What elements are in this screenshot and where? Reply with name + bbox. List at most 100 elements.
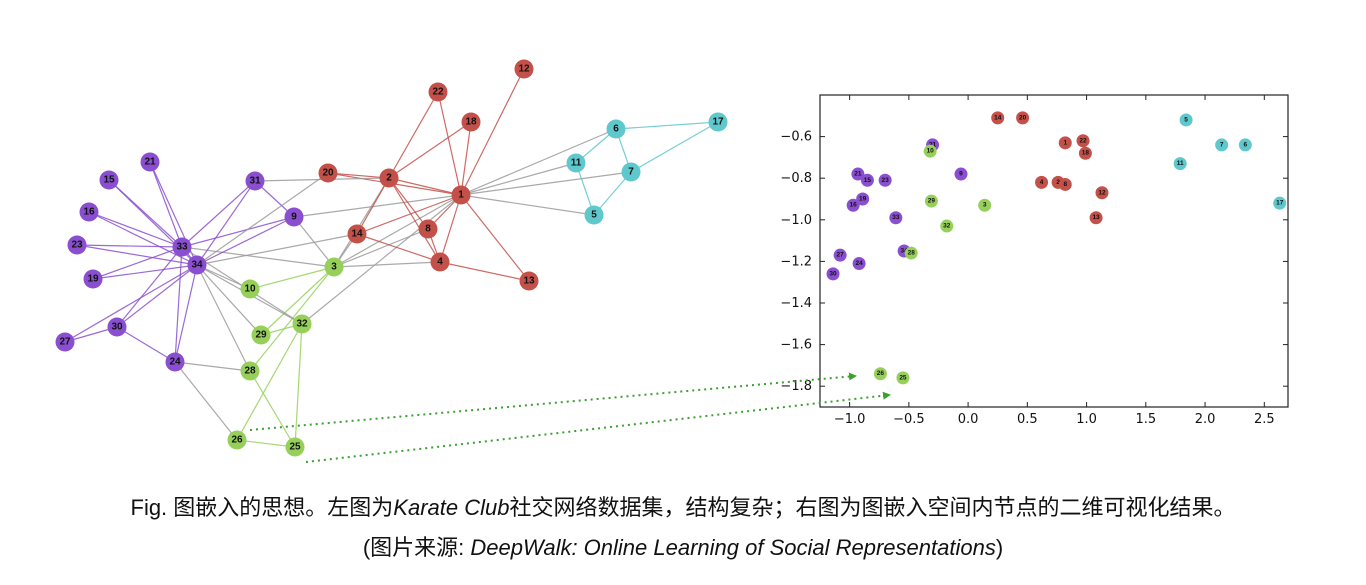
figure-caption-line1: Fig. 图嵌入的思想。左图为Karate Club社交网络数据集，结构复杂；右… <box>0 490 1366 522</box>
y-tick-label: −0.8 <box>780 171 812 186</box>
scatter-point-label: 21 <box>854 171 862 178</box>
edge-3-4 <box>333 261 441 268</box>
scatter-point-15: 15 <box>860 173 874 187</box>
scatter-point-label: 24 <box>855 260 863 267</box>
graph-node-label: 14 <box>351 229 363 240</box>
graph-node-25: 25 <box>285 437 305 457</box>
scatter-point-label: 32 <box>943 223 951 230</box>
scatter-point-label: 15 <box>864 177 872 184</box>
graph-node-label: 2 <box>386 173 392 184</box>
x-tick-label: 1.5 <box>1135 412 1156 427</box>
graph-node-label: 34 <box>191 260 203 271</box>
y-axis-ticks: −0.6 −0.8 −1.0 −1.2 −1.4 −1.6 −1.8 <box>780 130 1288 394</box>
scatter-point-32: 32 <box>940 219 954 233</box>
scatter-point-label: 4 <box>1040 179 1044 186</box>
edge-21-33 <box>149 161 183 248</box>
scatter-point-8: 8 <box>1058 177 1072 191</box>
graph-node-label: 3 <box>331 262 337 273</box>
scatter-point-33: 33 <box>889 211 903 225</box>
graph-node-12: 12 <box>514 59 534 79</box>
scatter-point-24: 24 <box>852 256 866 270</box>
edge-16-34 <box>88 211 198 266</box>
edge-25-32 <box>294 323 303 448</box>
edge-1-3 <box>333 194 462 268</box>
graph-node-label: 17 <box>712 117 724 128</box>
edge-24-34 <box>174 264 198 363</box>
edge-2-22 <box>388 91 439 179</box>
x-axis-ticks: −1.0 −0.5 0.0 0.5 1.0 1.5 2.0 2.5 <box>834 95 1275 427</box>
graph-node-18: 18 <box>461 112 481 132</box>
edge-1-2 <box>388 177 462 196</box>
scatter-point-label: 18 <box>1082 150 1090 157</box>
graph-node-label: 8 <box>425 224 431 235</box>
scatter-point-18: 18 <box>1078 146 1092 160</box>
embedding-scatter-plot: −1.0 −0.5 0.0 0.5 1.0 1.5 2.0 2.5 −0.6−0.8−1.0−… <box>780 94 1289 427</box>
graph-node-label: 24 <box>169 357 181 368</box>
graph-node-8: 8 <box>418 219 438 239</box>
edge-6-17 <box>615 121 719 130</box>
edge-2-8 <box>388 177 429 230</box>
edge-4-13 <box>439 261 530 282</box>
edge-31-34 <box>196 180 256 266</box>
graph-node-4: 4 <box>430 252 450 272</box>
y-tick-label: −1.4 <box>780 296 812 311</box>
edge-1-4 <box>439 194 462 263</box>
scatter-point-3: 3 <box>978 198 992 212</box>
graph-node-label: 18 <box>465 117 477 128</box>
graph-node-label: 22 <box>432 87 444 98</box>
edge-30-33 <box>116 246 183 328</box>
edge-9-34 <box>196 216 295 266</box>
x-tick-label: 2.5 <box>1254 412 1275 427</box>
edge-9-33 <box>181 216 295 248</box>
edge-24-28 <box>174 361 251 372</box>
scatter-point-label: 6 <box>1244 141 1248 148</box>
graph-node-24: 24 <box>165 352 185 372</box>
arrow-25 <box>305 391 891 463</box>
y-tick-label: −1.8 <box>780 379 812 394</box>
scatter-point-20: 20 <box>1016 111 1030 125</box>
graph-node-label: 30 <box>111 322 123 333</box>
edge-3-8 <box>333 228 429 268</box>
arrow-26 <box>249 372 857 431</box>
y-tick-label: −1.2 <box>780 254 812 269</box>
graph-node-30: 30 <box>107 317 127 337</box>
scatter-point-13: 13 <box>1089 211 1103 225</box>
edge-1-22 <box>437 91 462 196</box>
scatter-point-label: 13 <box>1092 214 1100 221</box>
graph-node-label: 28 <box>244 366 256 377</box>
scatter-point-7: 7 <box>1215 138 1229 152</box>
graph-node-22: 22 <box>428 82 448 102</box>
graph-node-29: 29 <box>251 325 271 345</box>
scatter-point-11: 11 <box>1173 157 1187 171</box>
graph-node-label: 11 <box>571 158 582 169</box>
scatter-point-label: 16 <box>850 202 858 209</box>
caption-line1-suffix: 社交网络数据集，结构复杂；右图为图嵌入空间内节点的二维可视化结果。 <box>509 495 1236 520</box>
scatter-point-label: 10 <box>927 148 935 155</box>
caption-dataset-name: Karate Club <box>393 495 510 520</box>
edge-1-32 <box>301 194 462 325</box>
scatter-point-9: 9 <box>954 167 968 181</box>
edge-1-7 <box>460 171 632 196</box>
edge-26-32 <box>236 323 303 441</box>
graph-node-label: 25 <box>289 442 301 453</box>
scatter-point-17: 17 <box>1273 196 1287 210</box>
edge-24-26 <box>174 361 238 441</box>
edge-16-33 <box>88 211 183 248</box>
edge-25-28 <box>249 370 296 448</box>
graph-node-6: 6 <box>606 119 626 139</box>
graph-node-23: 23 <box>67 235 87 255</box>
scatter-point-25: 25 <box>896 371 910 385</box>
figure-caption-line2: (图片来源: DeepWalk: Online Learning of Soci… <box>0 530 1366 562</box>
edge-3-29 <box>260 266 335 336</box>
edge-4-14 <box>356 233 441 263</box>
scatter-point-label: 19 <box>859 196 867 203</box>
scatter-point-label: 33 <box>892 214 900 221</box>
scatter-point-5: 5 <box>1179 113 1193 127</box>
graph-node-label: 21 <box>144 157 156 168</box>
graph-node-9: 9 <box>284 207 304 227</box>
scatter-point-label: 17 <box>1276 200 1284 207</box>
edge-1-9 <box>293 194 462 218</box>
edge-25-26 <box>236 439 296 448</box>
edge-20-34 <box>196 172 329 266</box>
edge-2-18 <box>388 121 472 179</box>
